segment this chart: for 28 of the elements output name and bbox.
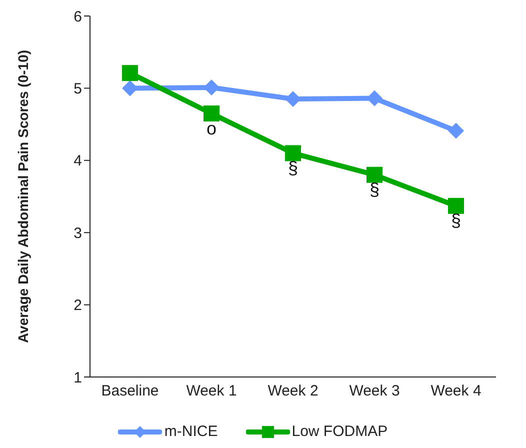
point [366, 90, 382, 106]
annotation: § [288, 158, 298, 178]
x-tick-label: Week 2 [268, 382, 318, 400]
point [448, 122, 464, 139]
point [204, 79, 220, 96]
legend-label: m-NICE [163, 423, 218, 440]
x-tick-label: Week 4 [430, 382, 482, 400]
point [204, 105, 220, 122]
point [122, 65, 138, 82]
point [122, 80, 138, 96]
y-axis-title: Average Daily Abdominal Pain Scores (0-10) [14, 50, 31, 344]
y-tick-label: 6 [74, 8, 82, 26]
x-tick-label: Week 3 [349, 382, 400, 400]
y-tick-label: 3 [74, 224, 82, 242]
y-tick-label: 1 [74, 369, 82, 386]
y-tick-label: 5 [74, 80, 82, 98]
x-tick-label: Week 1 [186, 382, 237, 400]
x-tick-label: Baseline [101, 382, 159, 400]
annotation: o [206, 118, 217, 138]
y-tick-label: 4 [74, 152, 82, 170]
point [285, 145, 301, 162]
annotation: § [369, 180, 380, 200]
point [285, 91, 301, 108]
point [366, 166, 382, 183]
y-tick-label: 2 [74, 297, 82, 314]
point [448, 198, 464, 214]
annotation: § [450, 210, 462, 231]
legend-label: Low FODMAP [290, 423, 388, 440]
